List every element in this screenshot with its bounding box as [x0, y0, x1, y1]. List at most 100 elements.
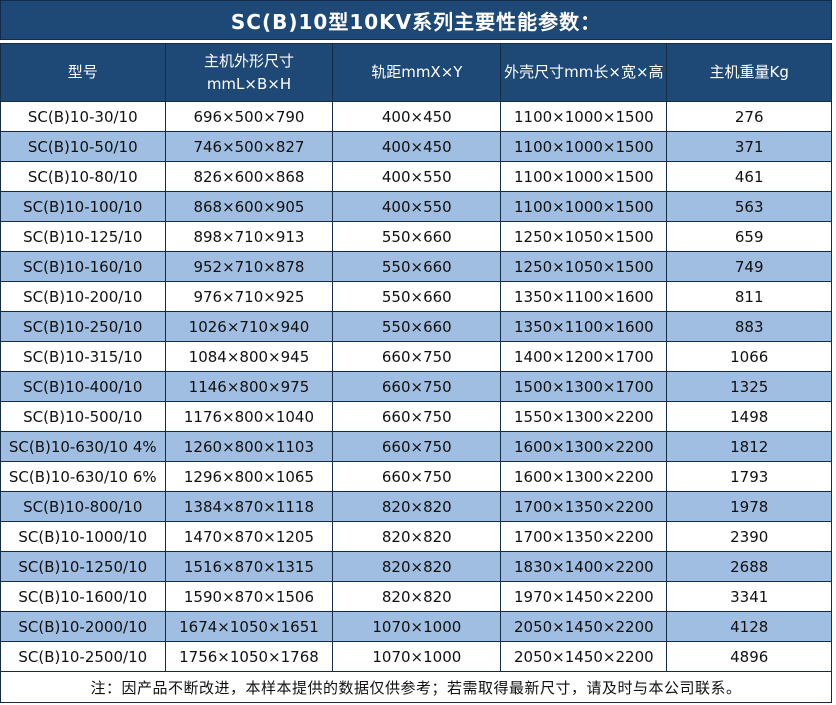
- cell-shell-size: 1500×1300×1700: [500, 371, 668, 402]
- cell-rail-gauge: 660×750: [332, 401, 502, 432]
- cell-rail-gauge: 400×450: [332, 131, 502, 162]
- cell-shell-size: 1700×1350×2200: [500, 491, 668, 522]
- cell-shell-size: 1250×1050×1500: [500, 251, 668, 282]
- column-header-shell-size: 外壳尺寸mm长×宽×高: [500, 43, 668, 102]
- table-body: SC(B)10-30/10 696×500×790 400×450 1100×1000…: [0, 101, 832, 672]
- column-header-host-size: 主机外形尺寸 mmL×B×H: [164, 43, 334, 102]
- cell-rail-gauge: 660×750: [332, 341, 502, 372]
- table-footer: 注：因产品不断改进，本样本提供的数据仅供参考；若需取得最新尺寸，请及时与本公司联…: [0, 671, 832, 703]
- cell-model: SC(B)10-2500/10: [0, 641, 166, 672]
- cell-host-size: 868×600×905: [164, 191, 334, 222]
- cell-model: SC(B)10-2000/10: [0, 611, 166, 642]
- cell-host-size: 976×710×925: [164, 281, 334, 312]
- cell-host-weight: 1812: [666, 431, 832, 462]
- cell-model: SC(B)10-630/10 4%: [0, 431, 166, 462]
- cell-host-size: 1084×800×945: [164, 341, 334, 372]
- cell-host-weight: 3341: [666, 581, 832, 612]
- cell-shell-size: 1550×1300×2200: [500, 401, 668, 432]
- cell-shell-size: 1970×1450×2200: [500, 581, 668, 612]
- cell-host-weight: 749: [666, 251, 832, 282]
- title-divider: [0, 40, 832, 43]
- cell-host-weight: 811: [666, 281, 832, 312]
- cell-rail-gauge: 820×820: [332, 491, 502, 522]
- table-row: SC(B)10-500/10 1176×800×1040 660×750 1550×1…: [0, 401, 832, 432]
- cell-host-size: 746×500×827: [164, 131, 334, 162]
- cell-shell-size: 1830×1400×2200: [500, 551, 668, 582]
- cell-rail-gauge: 820×820: [332, 581, 502, 612]
- cell-host-weight: 371: [666, 131, 832, 162]
- cell-host-weight: 883: [666, 311, 832, 342]
- cell-host-size: 952×710×878: [164, 251, 334, 282]
- cell-rail-gauge: 400×550: [332, 161, 502, 192]
- cell-model: SC(B)10-100/10: [0, 191, 166, 222]
- cell-host-size: 1756×1050×1768: [164, 641, 334, 672]
- table-row: SC(B)10-2000/10 1674×1050×1651 1070×1000 20…: [0, 611, 832, 642]
- cell-host-size: 1590×870×1506: [164, 581, 334, 612]
- table-row: SC(B)10-80/10 826×600×868 400×550 1100×1000…: [0, 161, 832, 192]
- cell-shell-size: 1100×1000×1500: [500, 131, 668, 162]
- cell-rail-gauge: 660×750: [332, 461, 502, 492]
- cell-host-size: 696×500×790: [164, 101, 334, 132]
- table-row: SC(B)10-160/10 952×710×878 550×660 1250×105…: [0, 251, 832, 282]
- column-header-model: 型号: [0, 43, 166, 102]
- table-row: SC(B)10-125/10 898×710×913 550×660 1250×105…: [0, 221, 832, 252]
- cell-shell-size: 1600×1300×2200: [500, 461, 668, 492]
- cell-host-weight: 4896: [666, 641, 832, 672]
- cell-host-weight: 659: [666, 221, 832, 252]
- table-row: SC(B)10-315/10 1084×800×945 660×750 1400×12…: [0, 341, 832, 372]
- table-row: SC(B)10-30/10 696×500×790 400×450 1100×1000…: [0, 101, 832, 132]
- cell-shell-size: 2050×1450×2200: [500, 641, 668, 672]
- table-row: SC(B)10-100/10 868×600×905 400×550 1100×100…: [0, 191, 832, 222]
- table-row: SC(B)10-200/10 976×710×925 550×660 1350×110…: [0, 281, 832, 312]
- cell-model: SC(B)10-30/10: [0, 101, 166, 132]
- cell-model: SC(B)10-500/10: [0, 401, 166, 432]
- cell-host-weight: 276: [666, 101, 832, 132]
- cell-shell-size: 1100×1000×1500: [500, 161, 668, 192]
- note-row: 注：因产品不断改进，本样本提供的数据仅供参考；若需取得最新尺寸，请及时与本公司联…: [0, 671, 832, 703]
- cell-host-size: 898×710×913: [164, 221, 334, 252]
- cell-shell-size: 1350×1100×1600: [500, 281, 668, 312]
- table-row: SC(B)10-1600/10 1590×870×1506 820×820 1970×…: [0, 581, 832, 612]
- cell-model: SC(B)10-400/10: [0, 371, 166, 402]
- cell-host-weight: 1325: [666, 371, 832, 402]
- cell-rail-gauge: 1070×1000: [332, 611, 502, 642]
- cell-host-size: 1470×870×1205: [164, 521, 334, 552]
- cell-shell-size: 1350×1100×1600: [500, 311, 668, 342]
- table-note: 注：因产品不断改进，本样本提供的数据仅供参考；若需取得最新尺寸，请及时与本公司联…: [0, 671, 832, 703]
- cell-host-weight: 2390: [666, 521, 832, 552]
- cell-host-weight: 2688: [666, 551, 832, 582]
- cell-rail-gauge: 400×550: [332, 191, 502, 222]
- table-row: SC(B)10-50/10 746×500×827 400×450 1100×1000…: [0, 131, 832, 162]
- cell-shell-size: 2050×1450×2200: [500, 611, 668, 642]
- cell-model: SC(B)10-800/10: [0, 491, 166, 522]
- column-header-rail-gauge: 轨距mmX×Y: [332, 43, 502, 102]
- spec-table: 型号 主机外形尺寸 mmL×B×H 轨距mmX×Y 外壳尺寸mm长×宽×高 主机…: [0, 43, 832, 703]
- cell-host-weight: 1978: [666, 491, 832, 522]
- cell-model: SC(B)10-1600/10: [0, 581, 166, 612]
- cell-host-size: 1260×800×1103: [164, 431, 334, 462]
- table-row: SC(B)10-1250/10 1516×870×1315 820×820 1830×…: [0, 551, 832, 582]
- cell-model: SC(B)10-315/10: [0, 341, 166, 372]
- cell-model: SC(B)10-80/10: [0, 161, 166, 192]
- cell-host-weight: 461: [666, 161, 832, 192]
- cell-model: SC(B)10-200/10: [0, 281, 166, 312]
- cell-rail-gauge: 550×660: [332, 311, 502, 342]
- cell-host-size: 1176×800×1040: [164, 401, 334, 432]
- cell-host-size: 1516×870×1315: [164, 551, 334, 582]
- cell-rail-gauge: 820×820: [332, 521, 502, 552]
- cell-host-size: 1026×710×940: [164, 311, 334, 342]
- cell-rail-gauge: 550×660: [332, 251, 502, 282]
- column-header-host-weight: 主机重量Kg: [666, 43, 832, 102]
- table-row: SC(B)10-250/10 1026×710×940 550×660 1350×11…: [0, 311, 832, 342]
- cell-host-size: 1146×800×975: [164, 371, 334, 402]
- table-row: SC(B)10-800/10 1384×870×1118 820×820 1700×1…: [0, 491, 832, 522]
- cell-shell-size: 1100×1000×1500: [500, 191, 668, 222]
- cell-model: SC(B)10-160/10: [0, 251, 166, 282]
- table-row: SC(B)10-2500/10 1756×1050×1768 1070×1000 20…: [0, 641, 832, 672]
- table-row: SC(B)10-630/10 4% 1260×800×1103 660×750 160…: [0, 431, 832, 462]
- table-header: 型号 主机外形尺寸 mmL×B×H 轨距mmX×Y 外壳尺寸mm长×宽×高 主机…: [0, 43, 832, 102]
- cell-model: SC(B)10-50/10: [0, 131, 166, 162]
- cell-shell-size: 1600×1300×2200: [500, 431, 668, 462]
